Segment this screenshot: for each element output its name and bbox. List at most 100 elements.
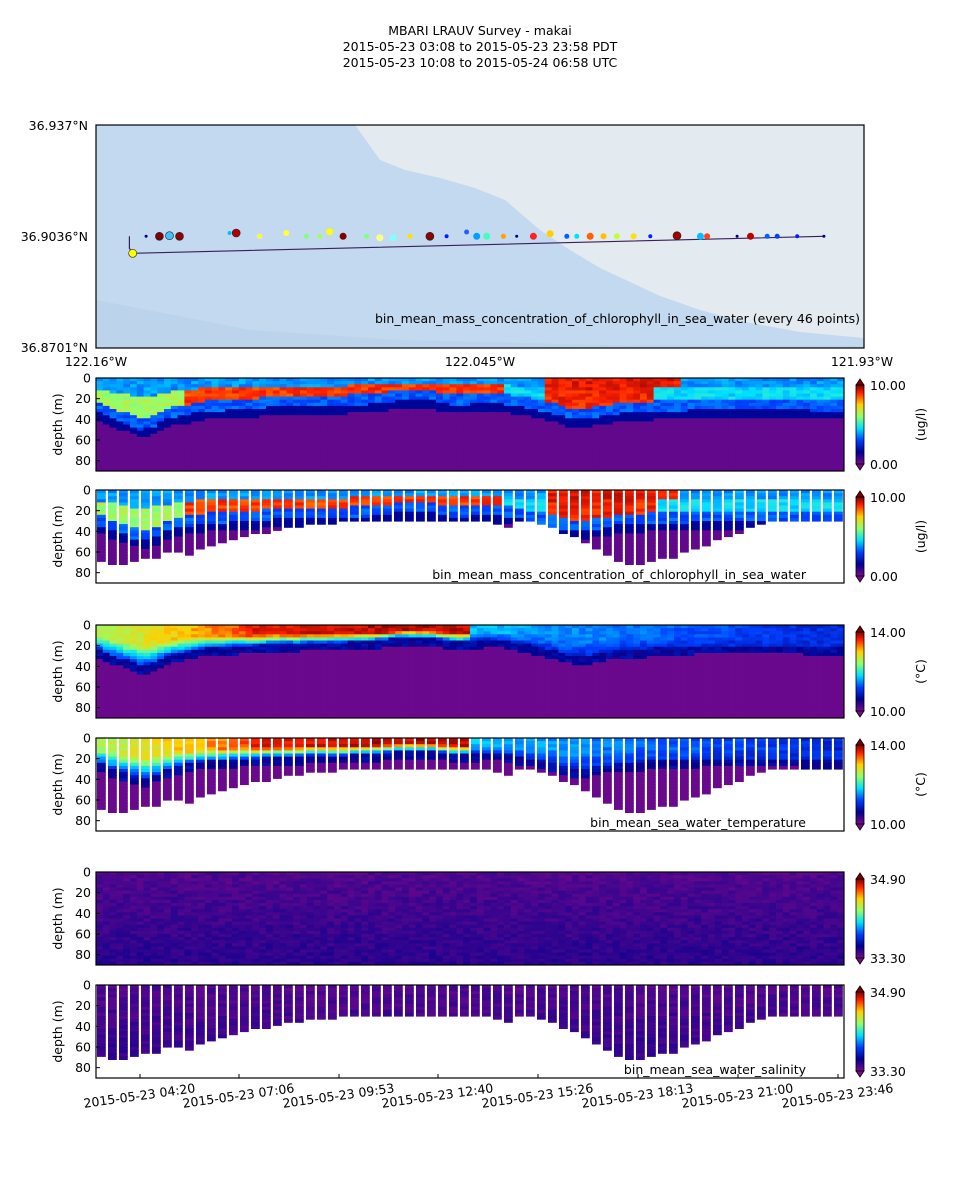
map-sample-point <box>227 231 232 235</box>
y-tick-label: 20 <box>75 503 91 518</box>
map-sample-point <box>586 232 594 240</box>
map-sample-point <box>283 230 290 236</box>
temperature-interpolated-field <box>96 625 844 718</box>
map-sample-point <box>376 234 384 242</box>
colorbar-units-label: (ug/l) <box>913 408 928 441</box>
chlorophyll-interpolated-field <box>96 378 844 471</box>
track-map: 36.937°N 36.9036°N 36.8701°N 122.16°W 12… <box>21 118 893 369</box>
panel-chlorophyll-profiles: 0 20 40 60 80 depth (m) bin_mean_mass_concentr… <box>50 483 928 585</box>
y-tick-label: 80 <box>75 453 91 468</box>
map-sample-point <box>231 228 241 238</box>
map-x-tick-label: 122.045°W <box>445 354 515 369</box>
y-tick-label: 80 <box>75 700 91 715</box>
y-tick-label: 0 <box>83 618 91 633</box>
y-tick-label: 20 <box>75 998 91 1013</box>
map-sample-point <box>326 228 334 236</box>
colorbar-max-label: 34.90 <box>870 872 906 887</box>
chlorophyll-profiles-frame <box>95 489 845 584</box>
map-sample-point <box>175 232 184 241</box>
map-sample-point <box>257 233 263 239</box>
map-sample-point <box>444 234 449 239</box>
y-axis-label: depth (m) <box>50 393 65 455</box>
panel-temperature-profiles: 0 20 40 60 80 depth (m) bin_mean_sea_water_tem… <box>50 731 928 833</box>
map-sample-point <box>144 234 148 238</box>
map-sample-point <box>630 233 637 240</box>
colorbar-max-label: 14.00 <box>870 738 906 753</box>
map-sample-point <box>704 233 711 240</box>
map-sample-point <box>515 234 519 238</box>
y-tick-label: 80 <box>75 1060 91 1075</box>
colorbar-max-label: 10.00 <box>870 378 906 393</box>
panel-temperature-interpolated: 0 20 40 60 80 depth (m) 14.00 10.00 (°C) <box>50 618 928 720</box>
y-axis-label: depth (m) <box>50 1000 65 1062</box>
y-tick-label: 40 <box>75 524 91 539</box>
map-sample-point <box>774 233 780 239</box>
y-tick-label: 0 <box>83 865 91 880</box>
map-x-tick-label: 121.93°W <box>831 354 893 369</box>
map-frame <box>95 124 865 349</box>
colorbar-max-label: 34.90 <box>870 985 906 1000</box>
map-x-tick-label: 122.16°W <box>65 354 127 369</box>
salinity-interpolated-colorbar: 34.90 33.30 <box>855 872 906 966</box>
y-tick-label: 20 <box>75 885 91 900</box>
map-sample-point <box>735 234 739 238</box>
map-sample-point <box>317 233 323 239</box>
y-tick-label: 80 <box>75 947 91 962</box>
y-axis-label: depth (m) <box>50 505 65 567</box>
y-tick-label: 80 <box>75 813 91 828</box>
map-sample-point <box>672 231 682 240</box>
panel-salinity-interpolated: 0 20 40 60 80 depth (m) 34.90 33.30 <box>50 865 906 967</box>
map-annotation: bin_mean_mass_concentration_of_chlorophy… <box>375 311 860 326</box>
map-y-tick-label: 36.8701°N <box>21 340 88 355</box>
map-water-shelf <box>96 300 864 348</box>
y-tick-label: 40 <box>75 659 91 674</box>
colorbar-min-label: 10.00 <box>870 817 906 832</box>
map-sample-point <box>128 249 137 258</box>
map-sample-point <box>155 232 164 241</box>
y-axis-label: depth (m) <box>50 753 65 815</box>
map-sample-point <box>613 233 620 240</box>
time-tick-label: 2015-05-23 21:00 <box>681 1080 795 1111</box>
y-tick-label: 60 <box>75 927 91 942</box>
colorbar-units-label: (ug/l) <box>913 520 928 553</box>
y-tick-label: 40 <box>75 906 91 921</box>
y-tick-label: 0 <box>83 978 91 993</box>
y-tick-label: 60 <box>75 1040 91 1055</box>
y-tick-label: 40 <box>75 1019 91 1034</box>
time-tick-label: 2015-05-23 23:46 <box>781 1080 895 1111</box>
time-tick-label: 2015-05-23 18:13 <box>581 1080 695 1111</box>
map-sample-point <box>473 232 481 240</box>
chlorophyll-profiles-colorbar: 10.00 0.00 (ug/l) <box>855 490 928 584</box>
map-y-tick-label: 36.9036°N <box>21 229 88 244</box>
time-tick-label: 2015-05-23 12:40 <box>381 1080 495 1111</box>
chlorophyll-profiles-field <box>97 490 843 565</box>
y-tick-label: 20 <box>75 751 91 766</box>
y-tick-label: 60 <box>75 433 91 448</box>
colorbar-max-label: 14.00 <box>870 625 906 640</box>
time-tick-label: 2015-05-23 04:20 <box>83 1080 197 1111</box>
map-sample-point <box>648 234 653 239</box>
chlorophyll-interpolated-frame <box>95 377 845 472</box>
colorbar-min-label: 0.00 <box>870 457 898 472</box>
map-sample-point <box>425 232 435 241</box>
time-tick-label: 2015-05-23 09:53 <box>282 1080 396 1111</box>
salinity-profiles-frame <box>95 984 845 1079</box>
chlorophyll-interpolated-colorbar: 10.00 0.00 (ug/l) <box>855 378 928 472</box>
pdt-range: 2015-05-23 03:08 to 2015-05-23 23:58 PDT <box>343 39 618 54</box>
map-sample-point <box>696 232 704 240</box>
time-tick-label: 2015-05-23 15:26 <box>481 1080 595 1111</box>
colorbar-min-label: 0.00 <box>870 569 898 584</box>
temperature-profiles-field <box>97 738 843 813</box>
map-sample-point <box>747 232 754 240</box>
colorbar-min-label: 33.30 <box>870 951 906 966</box>
y-tick-label: 40 <box>75 412 91 427</box>
y-tick-label: 20 <box>75 638 91 653</box>
temperature-profiles-frame <box>95 737 845 832</box>
map-sample-point <box>822 234 826 238</box>
map-sample-point <box>795 234 800 239</box>
y-tick-label: 60 <box>75 680 91 695</box>
colorbar-units-label: (°C) <box>913 772 928 797</box>
map-sample-point <box>389 234 397 242</box>
panel-annotation: bin_mean_sea_water_temperature <box>590 815 806 830</box>
